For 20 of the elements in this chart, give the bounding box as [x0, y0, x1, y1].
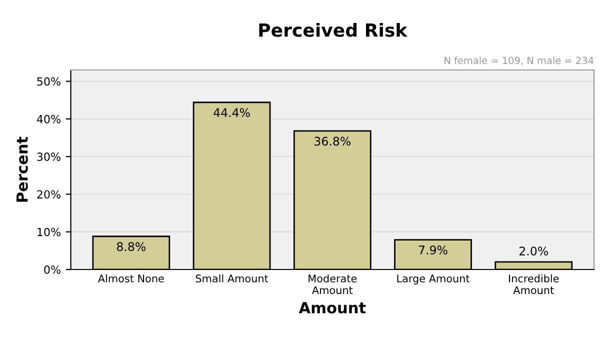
x-tick-label: Moderate Amount: [308, 274, 357, 294]
x-axis-title: Amount: [298, 302, 366, 314]
text: N female = 109, N male = 234: [444, 56, 594, 66]
data-label: 36.8%: [314, 136, 350, 146]
y-tick-label: 50%: [37, 77, 60, 86]
data-label: 44.4%: [214, 108, 250, 118]
y-tick-label: 10%: [38, 228, 60, 236]
chart-title: Perceived Risk: [259, 22, 408, 37]
data-label: 8.8%: [116, 242, 146, 252]
data-label: 2.0%: [520, 246, 548, 256]
y-tick-label: 20%: [37, 190, 60, 199]
data-label: 7.9%: [418, 246, 448, 254]
x-tick-label: Large Amount: [397, 274, 470, 284]
y-axis-title: Percent: [16, 136, 28, 202]
y-tick-label: 0%: [44, 265, 60, 274]
x-tick-label: Almost None: [98, 274, 164, 282]
x-tick-label: Small Amount: [196, 274, 268, 282]
x-tick-label: Incredible Amount: [509, 274, 559, 294]
y-tick-label: 30%: [37, 152, 60, 161]
y-tick-label: 40%: [36, 114, 60, 124]
